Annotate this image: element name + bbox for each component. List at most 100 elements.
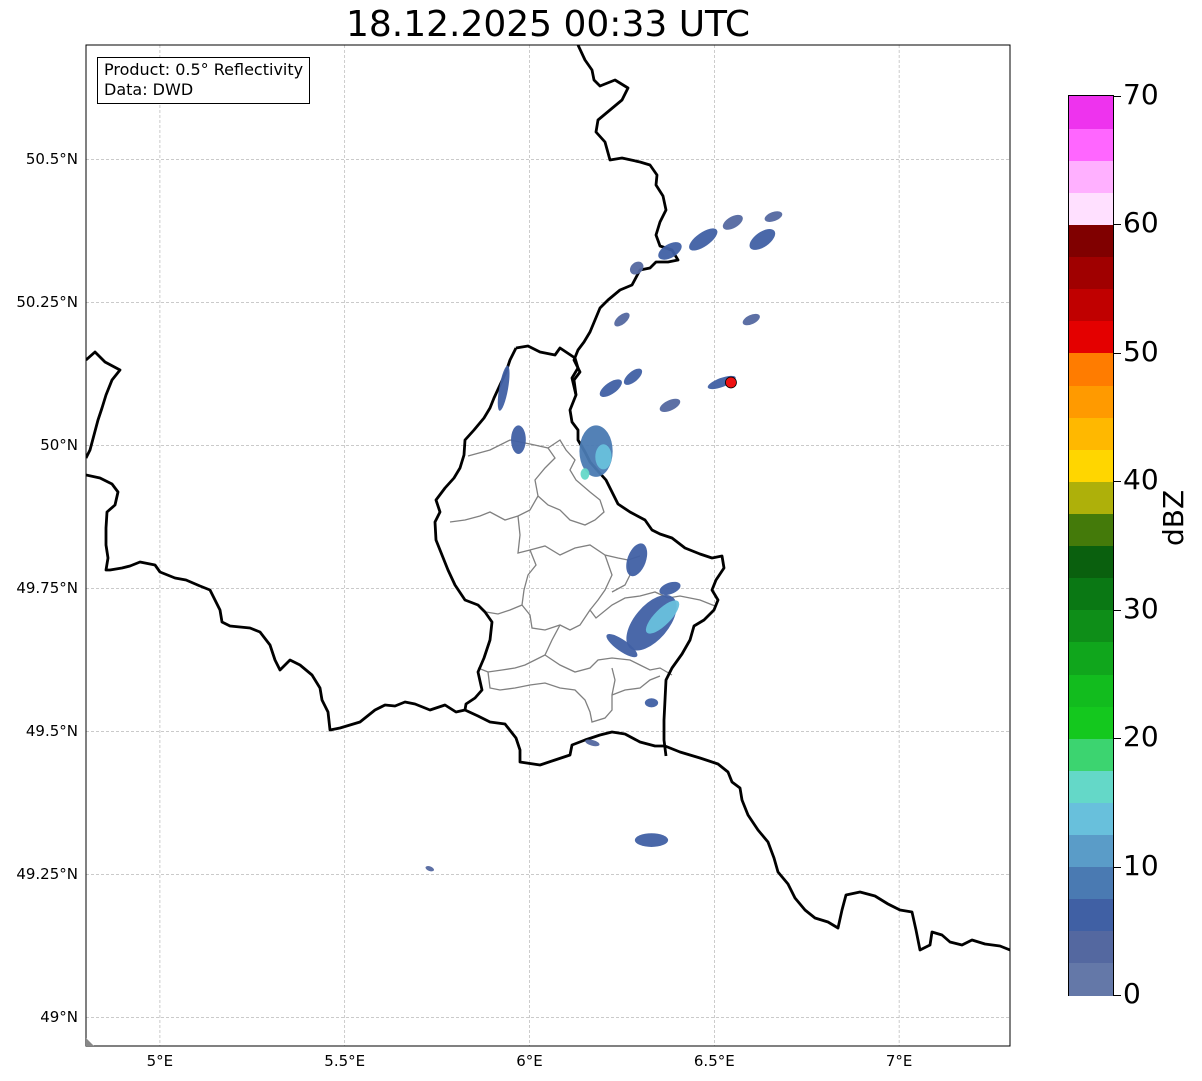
product-label: Product: 0.5° Reflectivity [104, 60, 304, 79]
colorbar-segment [1069, 545, 1113, 579]
product-info-box: Product: 0.5° Reflectivity Data: DWD [97, 57, 311, 104]
lon-label: 7°E [885, 1052, 913, 1070]
echo-center-3 [623, 368, 643, 385]
colorbar-segment [1069, 417, 1113, 450]
district-boundary-south-central [521, 604, 591, 631]
lon-label: 5.5°E [324, 1052, 366, 1070]
colorbar-tick-label: 10 [1123, 848, 1159, 882]
echo-far-south-2 [585, 739, 600, 747]
echo-north-6 [629, 261, 644, 275]
echo-east-3 [742, 313, 760, 326]
colorbar-tick-mark [1114, 738, 1121, 740]
colorbar-segment [1069, 224, 1113, 258]
colorbar-segment [1069, 866, 1113, 900]
border-luxembourg-east [595, 469, 726, 757]
district-boundary-north-east [537, 439, 605, 526]
radar-site-marker [725, 376, 737, 389]
lat-label: 50°N [40, 436, 78, 455]
colorbar-tick-mark [1114, 224, 1121, 226]
district-boundary-center-east [589, 554, 716, 619]
echo-south-1 [626, 543, 648, 577]
colorbar-segment [1069, 288, 1113, 322]
district-boundary-south-west [477, 624, 561, 673]
national-borders [86, 45, 1010, 952]
data-source-label: Data: DWD [104, 80, 194, 99]
colorbar-tick-label: 40 [1123, 463, 1159, 497]
district-boundary-southeast-corner [611, 675, 661, 696]
district-boundary-center-west [485, 549, 537, 615]
echo-south-5 [659, 581, 681, 595]
colorbar-segment [1069, 96, 1113, 129]
border-luxembourg-west [433, 344, 665, 767]
colorbar-tick-mark [1114, 481, 1121, 483]
colorbar-tick-label: 60 [1123, 206, 1159, 240]
colorbar-segment [1069, 898, 1113, 932]
map-title: 18.12.2025 00:33 UTC [345, 4, 751, 45]
radar-echoes [425, 211, 783, 872]
lat-label: 49.75°N [16, 579, 78, 598]
colorbar-segment [1069, 577, 1113, 611]
corner-artifact [86, 1038, 94, 1046]
colorbar-segment [1069, 449, 1113, 482]
lat-label: 49.5°N [25, 722, 78, 741]
district-boundaries [449, 439, 716, 723]
colorbar-segment [1069, 706, 1113, 739]
colorbar-segment [1069, 834, 1113, 868]
colorbar-tick-label: 70 [1123, 78, 1159, 111]
border-germany-france [664, 744, 1010, 952]
colorbar-segment [1069, 802, 1113, 836]
gridlines [86, 45, 1010, 1046]
echo-cell-2 [595, 444, 612, 470]
colorbar-tick-mark [1114, 96, 1121, 97]
colorbar-segment [1069, 738, 1113, 771]
colorbar-segment [1069, 513, 1113, 547]
echo-far-south-1 [634, 833, 669, 847]
colorbar-segment [1069, 481, 1113, 514]
colorbar-tick-label: 20 [1123, 720, 1159, 754]
lat-label: 49.25°N [16, 865, 78, 884]
echo-south-3 [645, 600, 680, 634]
border-belgium-netherlands [86, 350, 122, 459]
colorbar-tick-label: 0 [1123, 977, 1141, 1010]
colorbar-segment [1069, 641, 1113, 675]
echo-north-3 [722, 214, 743, 230]
lat-label: 50.25°N [16, 293, 78, 312]
map-background [86, 45, 1010, 1046]
echo-north-2 [689, 228, 718, 251]
colorbar-segment [1069, 320, 1113, 354]
colorbar-segment [1069, 256, 1113, 290]
colorbar-tick-label: 50 [1123, 334, 1159, 368]
echo-north-4 [749, 229, 776, 250]
lon-label: 6.5°E [693, 1052, 735, 1070]
echo-west-2 [511, 425, 526, 454]
colorbar-segment [1069, 192, 1113, 226]
colorbar-label: dBZ [1157, 489, 1190, 546]
colorbar-segment [1069, 930, 1113, 964]
colorbar-tick-mark [1114, 352, 1121, 354]
echo-south-4 [606, 634, 638, 658]
colorbar-segment [1069, 609, 1113, 643]
echo-center-2 [599, 379, 622, 397]
district-boundary-south [487, 667, 616, 723]
lon-label: 5°E [146, 1052, 174, 1070]
echo-north-1 [658, 242, 682, 260]
colorbar-tick-mark [1114, 995, 1121, 996]
echo-west-1 [497, 365, 510, 411]
border-belgium-france-luxembourg [86, 473, 466, 732]
colorbar-segment [1069, 160, 1113, 193]
lat-label: 49°N [40, 1008, 78, 1027]
colorbar [1068, 95, 1114, 996]
colorbar-segment [1069, 673, 1113, 707]
echo-cell-3 [580, 468, 590, 480]
echo-east-1 [659, 398, 681, 412]
map-features [86, 45, 1010, 952]
colorbar-segment [1069, 770, 1113, 803]
colorbar-segment [1069, 962, 1113, 996]
lon-label: 6°E [516, 1052, 543, 1070]
colorbar-segment [1069, 128, 1113, 161]
colorbar-segment [1069, 352, 1113, 386]
colorbar-tick-mark [1114, 866, 1121, 868]
echo-far-southwest [425, 866, 434, 872]
echo-center-1 [614, 312, 630, 327]
